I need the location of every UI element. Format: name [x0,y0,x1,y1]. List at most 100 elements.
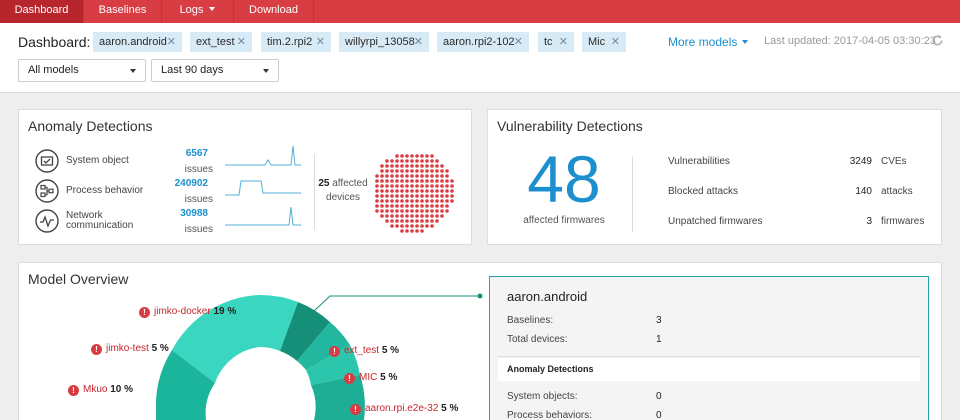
model-chip[interactable]: aaron.android ✕ [93,32,182,52]
device-dot [405,224,409,228]
close-icon[interactable]: ✕ [558,36,568,48]
device-dot [415,154,419,158]
vuln-value[interactable]: 3 [866,216,872,227]
detail-label: Process behaviors: [507,410,593,420]
more-models-label: More models [668,35,738,49]
device-dot [430,214,434,218]
model-callout[interactable]: ! aaron.rpi.e2e-32 5 % [350,403,458,415]
anomaly-unit: issues [184,164,213,175]
device-dot [440,204,444,208]
device-dot [405,209,409,213]
device-dot [400,194,404,198]
close-icon[interactable]: ✕ [513,36,523,48]
close-icon[interactable]: ✕ [315,36,325,48]
anomaly-count-network[interactable]: 30988 [180,208,208,219]
tab-logs[interactable]: Logs [162,0,234,23]
affected-devices-unit: devices [326,192,360,203]
anomaly-count-system-object[interactable]: 6567 [185,148,208,159]
device-dot [445,204,449,208]
device-dot [410,169,414,173]
chip-label: aaron.rpi2-102 [443,36,515,48]
tab-download[interactable]: Download [234,0,314,23]
model-chip[interactable]: willyrpi_13058 ✕ [339,32,429,52]
device-dot [385,184,389,188]
model-chip[interactable]: ext_test ✕ [190,32,252,52]
detail-value: 1 [656,334,662,345]
chip-label: willyrpi_13058 [345,36,415,48]
model-callout[interactable]: ! ext_test 5 % [329,345,399,357]
tab-baselines-label: Baselines [98,4,147,16]
device-dot [400,229,404,233]
device-dot [405,154,409,158]
close-icon[interactable]: ✕ [413,36,423,48]
device-dot [405,184,409,188]
anomaly-count-process-behavior[interactable]: 240902 [174,178,208,189]
model-chip[interactable]: tc ✕ [538,32,574,52]
model-select[interactable]: All models [18,59,146,82]
device-dot [395,159,399,163]
device-dot [420,169,424,173]
vulnerability-panel: Vulnerability Detections 48 affected fir… [487,109,942,245]
device-dot [385,169,389,173]
affected-firmwares-count[interactable]: 48 [527,142,601,216]
chip-label: ext_test [196,36,235,48]
device-dot [415,159,419,163]
device-dot [390,184,394,188]
more-models-dropdown[interactable]: More models [668,35,749,49]
chevron-down-icon [742,40,749,44]
close-icon[interactable]: ✕ [610,36,620,48]
vuln-label: Vulnerabilities [668,156,730,167]
device-dot [435,169,439,173]
close-icon[interactable]: ✕ [166,36,176,48]
device-dot [430,219,434,223]
device-dot [415,184,419,188]
device-dot [435,199,439,203]
callout-pct: 5 % [441,403,459,414]
device-dot [380,214,384,218]
device-dot [405,204,409,208]
device-dot [390,189,394,193]
device-dot [405,179,409,183]
device-dot [410,179,414,183]
device-dot [385,159,389,163]
model-callout[interactable]: ! Mkuo 10 % [68,384,133,396]
device-dot [445,189,449,193]
device-dot [430,164,434,168]
vuln-value[interactable]: 3249 [849,156,872,167]
device-dot [415,214,419,218]
device-dot [375,179,379,183]
device-dot [400,224,404,228]
anomaly-panel: Anomaly Detections System object 6567 is… [18,109,472,245]
last-updated-text: Last updated: 2017-04-05 03:30:23 [764,35,936,47]
model-callout[interactable]: ! jimko-docker 19 % [139,306,236,318]
device-dot [425,194,429,198]
model-chip[interactable]: aaron.rpi2-102 ✕ [437,32,529,52]
device-dot [395,174,399,178]
warning-icon: ! [139,307,150,318]
warning-icon: ! [344,373,355,384]
callout-pct: 10 % [110,384,134,395]
device-dot [435,159,439,163]
device-dot [410,154,414,158]
device-dot [385,199,389,203]
device-dot [400,189,404,193]
vuln-value[interactable]: 140 [855,186,872,197]
tab-baselines[interactable]: Baselines [84,0,162,23]
device-dot [410,189,414,193]
range-select[interactable]: Last 90 days [151,59,279,82]
device-dot [425,204,429,208]
device-dot [425,189,429,193]
model-chip[interactable]: tim.2.rpi2 ✕ [261,32,331,52]
model-chip[interactable]: Mic ✕ [582,32,626,52]
device-dot [405,169,409,173]
model-callout[interactable]: ! MIC 5 % [344,372,397,384]
device-dot [415,199,419,203]
device-dot [430,189,434,193]
close-icon[interactable]: ✕ [236,36,246,48]
device-dot [440,164,444,168]
model-callout[interactable]: ! jimko-test 5 % [91,343,169,355]
tab-dashboard[interactable]: Dashboard [0,0,84,23]
refresh-icon[interactable] [931,34,944,47]
device-dot [420,219,424,223]
model-detail-panel: aaron.android Baselines: 3 Total devices… [489,276,929,420]
